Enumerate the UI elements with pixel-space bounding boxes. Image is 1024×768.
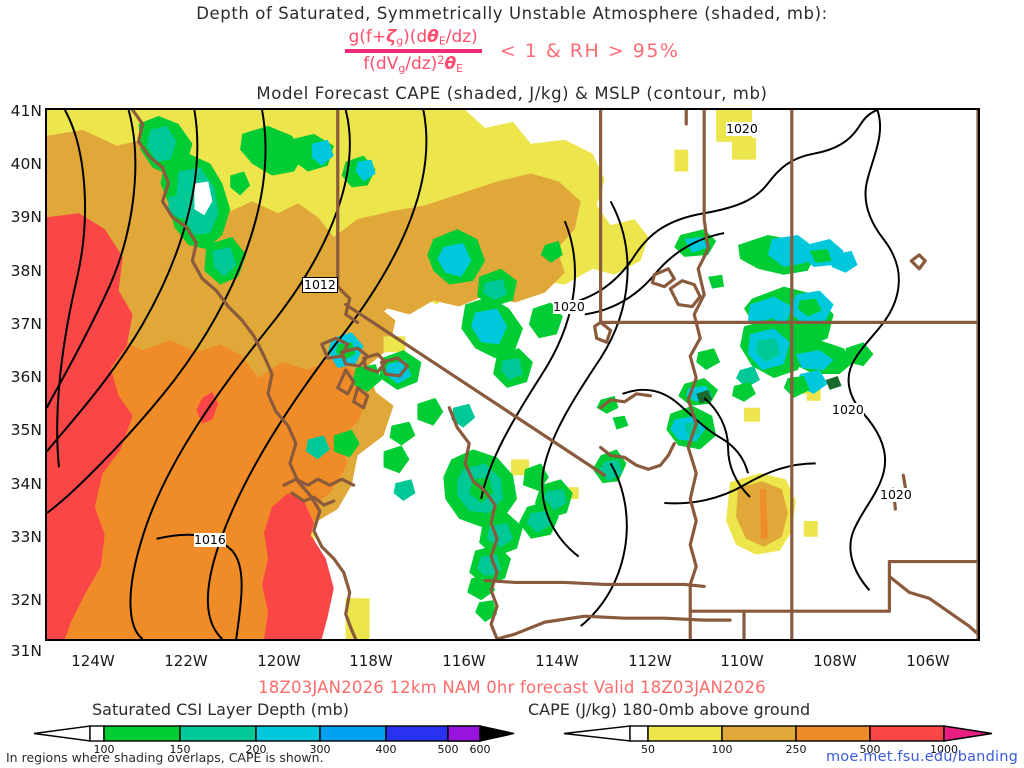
y-tick xyxy=(45,166,47,168)
colorbar-tick: 200 xyxy=(246,743,267,756)
y-tick xyxy=(45,326,47,328)
y-tick xyxy=(45,219,47,221)
contour-label-1020-b: 1020 xyxy=(553,299,585,314)
formula-block: g(f+ζg)(dθE/dz) f(dVg/dz)2θE < 1 & RH > … xyxy=(0,28,1024,75)
colorbar-tick: 100 xyxy=(712,743,733,756)
y-tick-label: 36N xyxy=(10,368,42,386)
y-tick-label: 33N xyxy=(10,528,42,546)
x-tick-label: 110W xyxy=(720,652,764,670)
colorbar-tick: 300 xyxy=(310,743,331,756)
x-tick-label: 108W xyxy=(813,652,857,670)
y-tick-label: 40N xyxy=(10,155,42,173)
colorbar-tick: 250 xyxy=(786,743,807,756)
forecast-valid-text: 18Z03JAN2026 12km NAM 0hr forecast Valid… xyxy=(258,678,766,697)
colorbar-cape[interactable]: 50 100 250 500 1000 xyxy=(558,722,998,756)
contour-label-1020-a: 1020 xyxy=(726,121,758,136)
colorbar-csi[interactable]: 100 150 200 300 400 500 600 xyxy=(28,722,518,756)
formula-condition: < 1 & RH > 95% xyxy=(499,40,680,63)
y-tick-label: 38N xyxy=(10,262,42,280)
forecast-map[interactable]: 1012 1016 1020 1020 1020 1020 xyxy=(45,108,980,641)
fraction-bar xyxy=(344,49,482,54)
y-tick-label: 39N xyxy=(10,208,42,226)
x-tick-label: 116W xyxy=(442,652,486,670)
y-tick xyxy=(45,273,47,275)
colorbar-title-cape: CAPE (J/kg) 180-0mb above ground xyxy=(528,700,811,719)
map-canvas xyxy=(47,110,978,639)
source-watermark-link[interactable]: moe.met.fsu.edu/banding xyxy=(825,749,1018,765)
x-tick-label: 122W xyxy=(164,652,208,670)
csi-criterion-formula: g(f+ζg)(dθE/dz) f(dVg/dz)2θE xyxy=(344,27,482,76)
colorbar-tick: 600 xyxy=(470,743,491,756)
y-tick-label: 32N xyxy=(10,591,42,609)
contour-label-1020-c: 1020 xyxy=(832,402,864,417)
colorbar-tick: 100 xyxy=(94,743,115,756)
y-tick xyxy=(45,379,47,381)
x-tick-label: 118W xyxy=(349,652,393,670)
formula-denominator: f(dVg/dz)2θE xyxy=(363,54,464,76)
y-tick xyxy=(45,639,47,641)
colorbar-titles: Saturated CSI Layer Depth (mb) CAPE (J/k… xyxy=(0,700,1024,720)
contour-label-1012: 1012 xyxy=(302,277,338,293)
x-tick-label: 120W xyxy=(257,652,301,670)
colorbar-tick: 1000 xyxy=(930,743,958,756)
overlap-note: In regions where shading overlaps, CAPE … xyxy=(6,750,324,765)
colorbar-title-csi: Saturated CSI Layer Depth (mb) xyxy=(92,700,349,719)
y-tick-label: 37N xyxy=(10,315,42,333)
x-tick-label: 106W xyxy=(906,652,950,670)
colorbar-tick: 500 xyxy=(860,743,881,756)
colorbar-tick: 400 xyxy=(376,743,397,756)
y-tick-label: 31N xyxy=(10,642,42,660)
y-tick xyxy=(45,113,47,115)
contour-label-1020-d: 1020 xyxy=(880,487,912,502)
y-tick xyxy=(45,539,47,541)
y-tick xyxy=(45,486,47,488)
colorbar-tick: 50 xyxy=(641,743,655,756)
y-tick xyxy=(45,592,47,594)
contour-label-1016: 1016 xyxy=(194,532,226,547)
colorbar-tick: 500 xyxy=(438,743,459,756)
formula-numerator: g(f+ζg)(dθE/dz) xyxy=(348,27,478,48)
x-tick-label: 112W xyxy=(628,652,672,670)
y-tick-label: 34N xyxy=(10,475,42,493)
x-tick-label: 114W xyxy=(535,652,579,670)
page-subtitle: Model Forecast CAPE (shaded, J/kg) & MSL… xyxy=(256,84,768,103)
page-title: Depth of Saturated, Symmetrically Unstab… xyxy=(196,4,828,23)
y-tick xyxy=(45,432,47,434)
y-tick-label: 35N xyxy=(10,421,42,439)
colorbar-tick: 150 xyxy=(170,743,191,756)
x-tick-label: 124W xyxy=(71,652,115,670)
y-tick-label: 41N xyxy=(10,102,42,120)
